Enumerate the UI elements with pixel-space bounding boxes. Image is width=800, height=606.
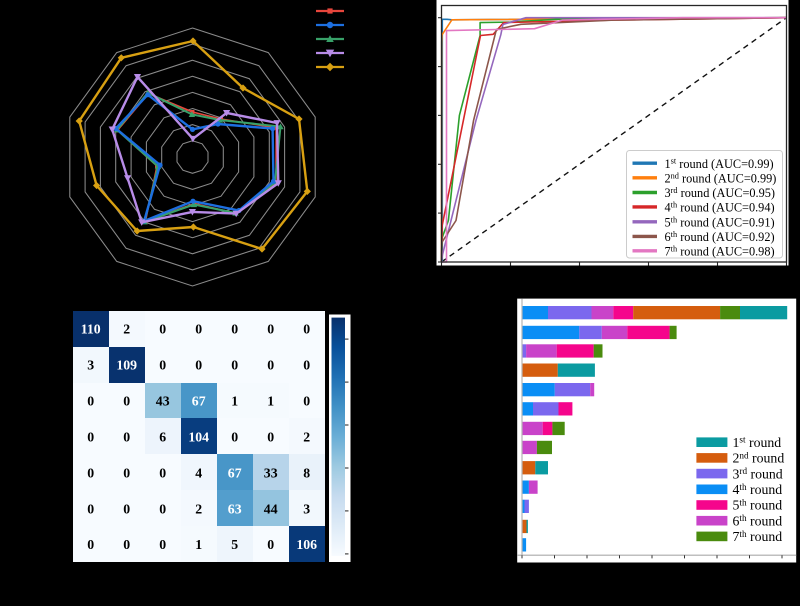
svg-text:0: 0: [87, 537, 94, 552]
svg-text:0: 0: [123, 501, 130, 516]
svg-text:0: 0: [123, 537, 130, 552]
svg-text:7th round (AUC=0.98): 7th round (AUC=0.98): [665, 244, 775, 258]
svg-text:43: 43: [156, 394, 170, 409]
svg-text:104: 104: [188, 430, 209, 445]
svg-text:0: 0: [87, 465, 94, 480]
svg-text:2nd round (AUC=0.99): 2nd round (AUC=0.99): [665, 171, 777, 185]
svg-text:3rd round (AUC=0.95): 3rd round (AUC=0.95): [665, 186, 776, 200]
svg-text:0: 0: [159, 537, 166, 552]
svg-text:110: 110: [81, 322, 101, 337]
svg-text:106: 106: [296, 537, 317, 552]
svg-text:0: 0: [87, 430, 94, 445]
svg-text:0: 0: [231, 358, 238, 373]
svg-text:8: 8: [303, 465, 310, 480]
svg-text:0: 0: [267, 537, 274, 552]
svg-text:5: 5: [231, 537, 238, 552]
svg-text:7th round: 7th round: [733, 529, 783, 544]
svg-text:0: 0: [159, 358, 166, 373]
svg-text:0: 0: [231, 322, 238, 337]
svg-text:2: 2: [303, 430, 310, 445]
svg-text:6th round (AUC=0.92): 6th round (AUC=0.92): [665, 230, 775, 244]
svg-text:0: 0: [231, 430, 238, 445]
svg-text:2: 2: [195, 501, 202, 516]
svg-text:0: 0: [303, 322, 310, 337]
svg-text:4th round: 4th round: [733, 482, 783, 497]
svg-text:67: 67: [192, 394, 206, 409]
svg-text:0: 0: [195, 322, 202, 337]
svg-text:0: 0: [267, 322, 274, 337]
svg-text:1st round: 1st round: [733, 435, 782, 450]
svg-text:0: 0: [159, 322, 166, 337]
svg-text:1: 1: [195, 537, 202, 552]
svg-text:0: 0: [195, 358, 202, 373]
svg-text:0: 0: [87, 501, 94, 516]
svg-text:3: 3: [303, 501, 310, 516]
svg-text:0: 0: [159, 465, 166, 480]
svg-text:44: 44: [264, 501, 278, 516]
svg-text:0: 0: [159, 501, 166, 516]
svg-text:6: 6: [159, 430, 166, 445]
svg-text:63: 63: [228, 501, 242, 516]
svg-text:0: 0: [303, 394, 310, 409]
svg-text:0: 0: [303, 358, 310, 373]
svg-text:67: 67: [228, 465, 242, 480]
svg-text:0: 0: [87, 394, 94, 409]
svg-text:4th round (AUC=0.94): 4th round (AUC=0.94): [665, 200, 775, 214]
svg-text:109: 109: [116, 358, 137, 373]
svg-text:0: 0: [123, 394, 130, 409]
svg-text:2: 2: [123, 322, 130, 337]
svg-text:3: 3: [87, 358, 94, 373]
svg-text:4: 4: [195, 465, 202, 480]
svg-text:1st round (AUC=0.99): 1st round (AUC=0.99): [665, 157, 774, 171]
svg-text:0: 0: [267, 430, 274, 445]
svg-text:0: 0: [123, 430, 130, 445]
svg-text:0: 0: [267, 358, 274, 373]
svg-text:0: 0: [123, 465, 130, 480]
svg-text:33: 33: [264, 465, 278, 480]
svg-text:5th round (AUC=0.91): 5th round (AUC=0.91): [665, 215, 775, 229]
svg-text:1: 1: [267, 394, 274, 409]
svg-text:1: 1: [231, 394, 238, 409]
